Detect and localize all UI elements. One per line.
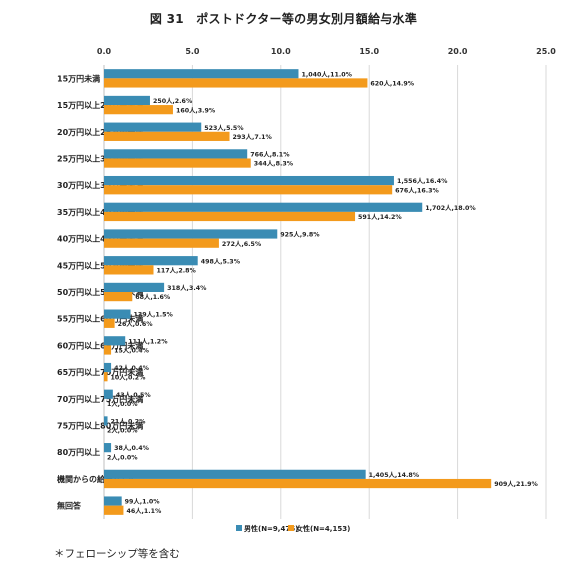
data-label: 99人,1.0%	[125, 498, 161, 506]
bar-female	[104, 265, 154, 275]
data-label: 523人,5.5%	[204, 124, 244, 132]
category-label: 無回答	[57, 501, 82, 511]
data-label: 620人,14.9%	[370, 80, 414, 88]
bar-female	[104, 105, 173, 115]
data-label: 498人,5.3%	[201, 257, 241, 265]
bar-female	[104, 211, 356, 222]
data-label: 111人,1.2%	[128, 337, 168, 345]
bar-male	[104, 202, 423, 212]
bar-male	[104, 469, 366, 479]
data-label: 46人,1.1%	[126, 507, 162, 515]
footnote: ＊フェローシップ等を含む	[54, 548, 180, 560]
bar-female	[104, 78, 368, 88]
bar-female	[104, 318, 115, 328]
x-tick-label: 10.0	[271, 47, 291, 56]
bar-male	[104, 336, 126, 346]
bar-male	[104, 149, 248, 159]
bar-female	[104, 345, 112, 355]
category-label: 75万円以上80万円未満	[57, 421, 143, 431]
bar-female	[104, 131, 230, 141]
bar-male	[104, 443, 112, 453]
data-label: 250人,2.6%	[153, 97, 193, 105]
data-label: 1,556人,16.4%	[397, 177, 448, 185]
x-tick-label: 0.0	[97, 47, 112, 56]
category-label: 30万円以上35万円未満	[57, 180, 143, 190]
category-label: 25万円以上30万円未満	[57, 153, 143, 163]
data-label: 21人,0.2%	[111, 418, 147, 426]
x-tick-label: 5.0	[185, 47, 200, 56]
bar-female	[104, 185, 393, 195]
bar-male	[104, 122, 202, 132]
data-label: 676人,16.3%	[395, 186, 439, 194]
category-label: 70万円以上75万円未満	[57, 394, 143, 404]
category-label: 15万円以上20万円未満	[57, 100, 143, 110]
bar-female	[104, 478, 492, 489]
data-label: 591人,14.2%	[358, 213, 402, 221]
bar-male	[104, 362, 112, 373]
data-label: 68人,1.6%	[135, 293, 171, 301]
bar-male	[104, 69, 299, 79]
data-label: 160人,3.9%	[176, 106, 216, 114]
category-label: 65万円以上70万円未満	[57, 367, 143, 377]
category-label: 50万円以上55万円未満	[57, 287, 143, 297]
x-tick-label: 15.0	[359, 47, 379, 56]
category-label: 15万円未満	[57, 73, 100, 83]
data-label: 272人,6.5%	[222, 240, 262, 248]
bar-female	[104, 292, 133, 302]
bar-male	[104, 256, 198, 266]
x-tick-label: 20.0	[448, 47, 468, 56]
bar-female	[104, 372, 108, 382]
data-label: 42人,0.4%	[114, 364, 150, 372]
data-label: 925人,9.8%	[280, 231, 320, 239]
legend-swatch	[288, 525, 294, 531]
legend-label: 男性(N=9,476)	[244, 524, 298, 533]
bar-male	[104, 95, 150, 106]
data-label: 909人,21.9%	[494, 480, 538, 488]
data-label: 344人,8.3%	[254, 160, 294, 168]
data-label: 293人,7.1%	[233, 133, 273, 141]
bar-male	[104, 282, 165, 292]
bar-male	[104, 496, 122, 506]
legend-swatch	[236, 525, 242, 531]
bar-male	[104, 229, 278, 239]
data-label: 1人,0.0%	[107, 400, 138, 408]
data-label: 2人,0.0%	[107, 427, 138, 435]
bar-male	[104, 309, 131, 319]
bar-female	[104, 238, 219, 248]
data-label: 38人,0.4%	[114, 444, 150, 452]
data-label: 1,702人,18.0%	[425, 204, 476, 212]
category-label: 60万円以上65万円未満	[57, 340, 143, 350]
data-label: 318人,3.4%	[167, 284, 207, 292]
bar-male	[104, 416, 108, 426]
data-label: 10人,0.2%	[111, 373, 147, 381]
bar-male	[104, 175, 394, 186]
legend-label: 女性(N=4,153)	[296, 524, 350, 533]
category-label: 80万円以上	[57, 447, 100, 457]
x-tick-label: 25.0	[536, 47, 556, 56]
data-label: 2人,0.0%	[107, 453, 138, 461]
data-label: 117人,2.8%	[157, 266, 197, 274]
data-label: 43人,0.5%	[116, 391, 152, 399]
category-label: 20万円以上25万円未満	[57, 127, 143, 137]
data-label: 1,405人,14.8%	[369, 471, 420, 479]
data-label: 15人,0.4%	[114, 347, 150, 355]
data-label: 1,040人,11.0%	[301, 70, 352, 78]
data-label: 766人,8.1%	[250, 150, 290, 158]
bar-male	[104, 389, 113, 399]
category-label: 55万円以上60万円未満	[57, 314, 143, 324]
chart-title: 図 31 ポストドクター等の男女別月額給与水準	[149, 12, 418, 26]
bar-female	[104, 505, 124, 515]
data-label: 139人,1.5%	[134, 311, 174, 319]
category-label: 機関からの給与なし*	[57, 474, 134, 484]
category-label: 40万円以上45万円未満	[57, 234, 143, 244]
category-label: 45万円以上50万円未満	[57, 260, 143, 270]
category-label: 35万円以上40万円未満	[57, 207, 143, 217]
bar-female	[104, 158, 251, 168]
data-label: 26人,0.6%	[118, 320, 154, 328]
